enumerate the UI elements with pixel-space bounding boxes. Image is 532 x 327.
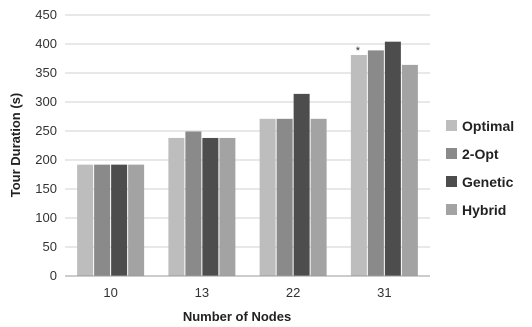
legend-swatch-genetic [446,176,457,187]
bar-optimal-22 [259,118,276,276]
y-axis-title: Tour Duration (s) [8,93,23,197]
bar-2-opt-10 [94,164,111,276]
y-tick-label: 350 [35,65,57,80]
y-tick-label: 450 [35,7,57,22]
legend-label-2-opt: 2-Opt [462,146,499,162]
y-tick-labels: 0 50 100 150 200 250 300 350 400 450 [35,7,57,283]
y-tick-label: 100 [35,210,57,225]
annotation-marker: * [356,45,361,57]
x-tick-label: 31 [377,285,391,300]
legend-swatch-optimal [446,120,457,131]
bar-2-opt-13 [185,131,202,276]
bar-hybrid-10 [128,164,145,276]
legend: Optimal 2-Opt Genetic Hybrid [446,118,514,218]
legend-swatch-hybrid [446,204,457,215]
bar-2-opt-22 [276,118,293,276]
y-tick-label: 200 [35,152,57,167]
bar-genetic-13 [202,137,219,276]
x-tick-label: 10 [103,285,117,300]
bar-optimal-13 [168,137,185,276]
x-tick-label: 13 [195,285,209,300]
legend-label-genetic: Genetic [462,174,514,190]
bar-genetic-31 [384,41,401,277]
x-tick-labels: 10 13 22 31 [103,285,391,300]
y-tick-label: 0 [50,268,57,283]
legend-label-optimal: Optimal [462,118,514,134]
bar-hybrid-22 [310,118,327,276]
x-axis-title: Number of Nodes [183,309,291,324]
bars [77,41,418,277]
bar-optimal-31 [350,55,367,276]
x-tick-label: 22 [286,285,300,300]
bar-optimal-10 [77,164,94,276]
legend-swatch-2-opt [446,148,457,159]
bar-2-opt-31 [367,50,384,276]
bar-genetic-10 [111,164,128,276]
y-tick-label: 50 [43,239,57,254]
bar-hybrid-13 [219,137,236,276]
y-tick-label: 300 [35,94,57,109]
bar-genetic-22 [293,93,310,276]
annotations: * [356,45,361,57]
y-tick-label: 400 [35,36,57,51]
y-tick-label: 150 [35,181,57,196]
bar-hybrid-31 [401,64,418,276]
y-tick-label: 250 [35,123,57,138]
legend-label-hybrid: Hybrid [462,202,506,218]
